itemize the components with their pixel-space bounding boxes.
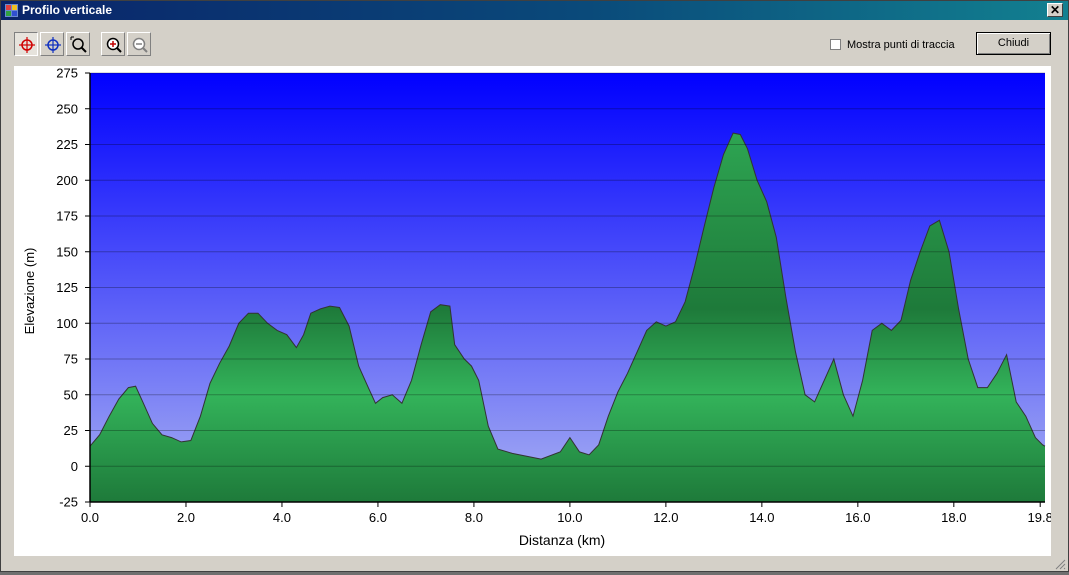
y-tick-label: 225 xyxy=(56,137,78,152)
x-tick-label: 4.0 xyxy=(273,510,291,525)
y-tick-label: 275 xyxy=(56,66,78,81)
select-point-tool[interactable] xyxy=(14,32,38,56)
title-bar[interactable]: Profilo verticale ✕ xyxy=(1,1,1068,20)
x-tick-label: 0.0 xyxy=(81,510,99,525)
x-tick-label: 19.8 xyxy=(1028,510,1051,525)
y-tick-label: 250 xyxy=(56,101,78,116)
x-tick-label: 8.0 xyxy=(465,510,483,525)
close-button[interactable]: Chiudi xyxy=(976,32,1051,55)
show-track-points-label: Mostra punti di traccia xyxy=(847,39,955,51)
elevation-chart: -25 0 25 50 75 100 125 150 175 200 225 250 275 0.0 2.0… xyxy=(22,66,1053,549)
y-tick-label: -25 xyxy=(59,495,78,510)
resize-grip[interactable] xyxy=(1054,557,1066,570)
y-tick-label: 0 xyxy=(71,459,78,474)
x-tick-label: 6.0 xyxy=(369,510,387,525)
y-axis-label: Elevazione (m) xyxy=(22,248,37,335)
y-tick-label: 175 xyxy=(56,209,78,224)
x-axis-label: Distanza (km) xyxy=(519,532,605,548)
chart-panel: -25 0 25 50 75 100 125 150 175 200 225 250 275 0.0 2.0… xyxy=(14,66,1053,556)
x-tick-label: 18.0 xyxy=(941,510,966,525)
pan-tool[interactable] xyxy=(40,32,64,56)
x-tick-label: 16.0 xyxy=(845,510,870,525)
window-title: Profilo verticale xyxy=(22,3,113,17)
zoom-out-button[interactable] xyxy=(127,32,151,56)
zoom-window-tool[interactable] xyxy=(66,32,90,56)
y-tick-label: 25 xyxy=(64,423,78,438)
toolbar: Mostra punti di traccia Chiudi xyxy=(1,20,1068,66)
x-tick-label: 12.0 xyxy=(653,510,678,525)
close-window-button[interactable]: ✕ xyxy=(1047,3,1063,17)
y-tick-label: 75 xyxy=(64,352,78,367)
elevation-line xyxy=(89,132,1046,460)
elevation-area xyxy=(90,133,1045,502)
y-tick-label: 150 xyxy=(56,244,78,259)
y-tick-label: 50 xyxy=(64,387,78,402)
zoom-in-button[interactable] xyxy=(101,32,125,56)
show-track-points-checkbox[interactable] xyxy=(830,39,841,50)
x-tick-label: 2.0 xyxy=(177,510,195,525)
y-tick-label: 125 xyxy=(56,280,78,295)
y-tick-label: 100 xyxy=(56,316,78,331)
y-tick-label: 200 xyxy=(56,173,78,188)
x-tick-label: 14.0 xyxy=(749,510,774,525)
app-icon xyxy=(5,4,18,17)
x-tick-label: 10.0 xyxy=(557,510,582,525)
